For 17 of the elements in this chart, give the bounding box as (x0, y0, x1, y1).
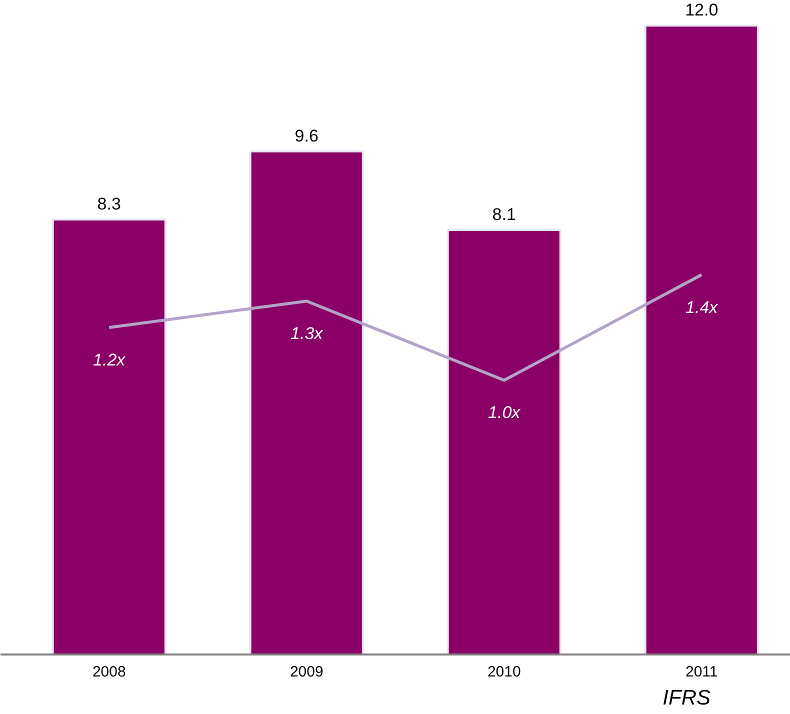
data-label: 1.0x (488, 403, 521, 422)
data-label: 1.3x (290, 324, 324, 344)
bar (249, 150, 364, 654)
data-label: 8.1 (492, 205, 516, 224)
x-tick-label: 2009 (290, 664, 324, 680)
data-label: 1.4x (686, 298, 718, 317)
x-tick-label: 2010 (487, 664, 521, 680)
bar (52, 218, 166, 654)
bar (644, 24, 759, 654)
data-label: 1.2x (93, 350, 126, 370)
bar (446, 229, 562, 654)
text: IFRS (662, 686, 711, 710)
x-tick-label: 2008 (92, 664, 126, 680)
data-label: 9.6 (294, 126, 318, 146)
x-tick-label: 2011 (685, 664, 718, 680)
data-label: 12.0 (685, 0, 718, 20)
data-label: 8.3 (97, 194, 121, 214)
